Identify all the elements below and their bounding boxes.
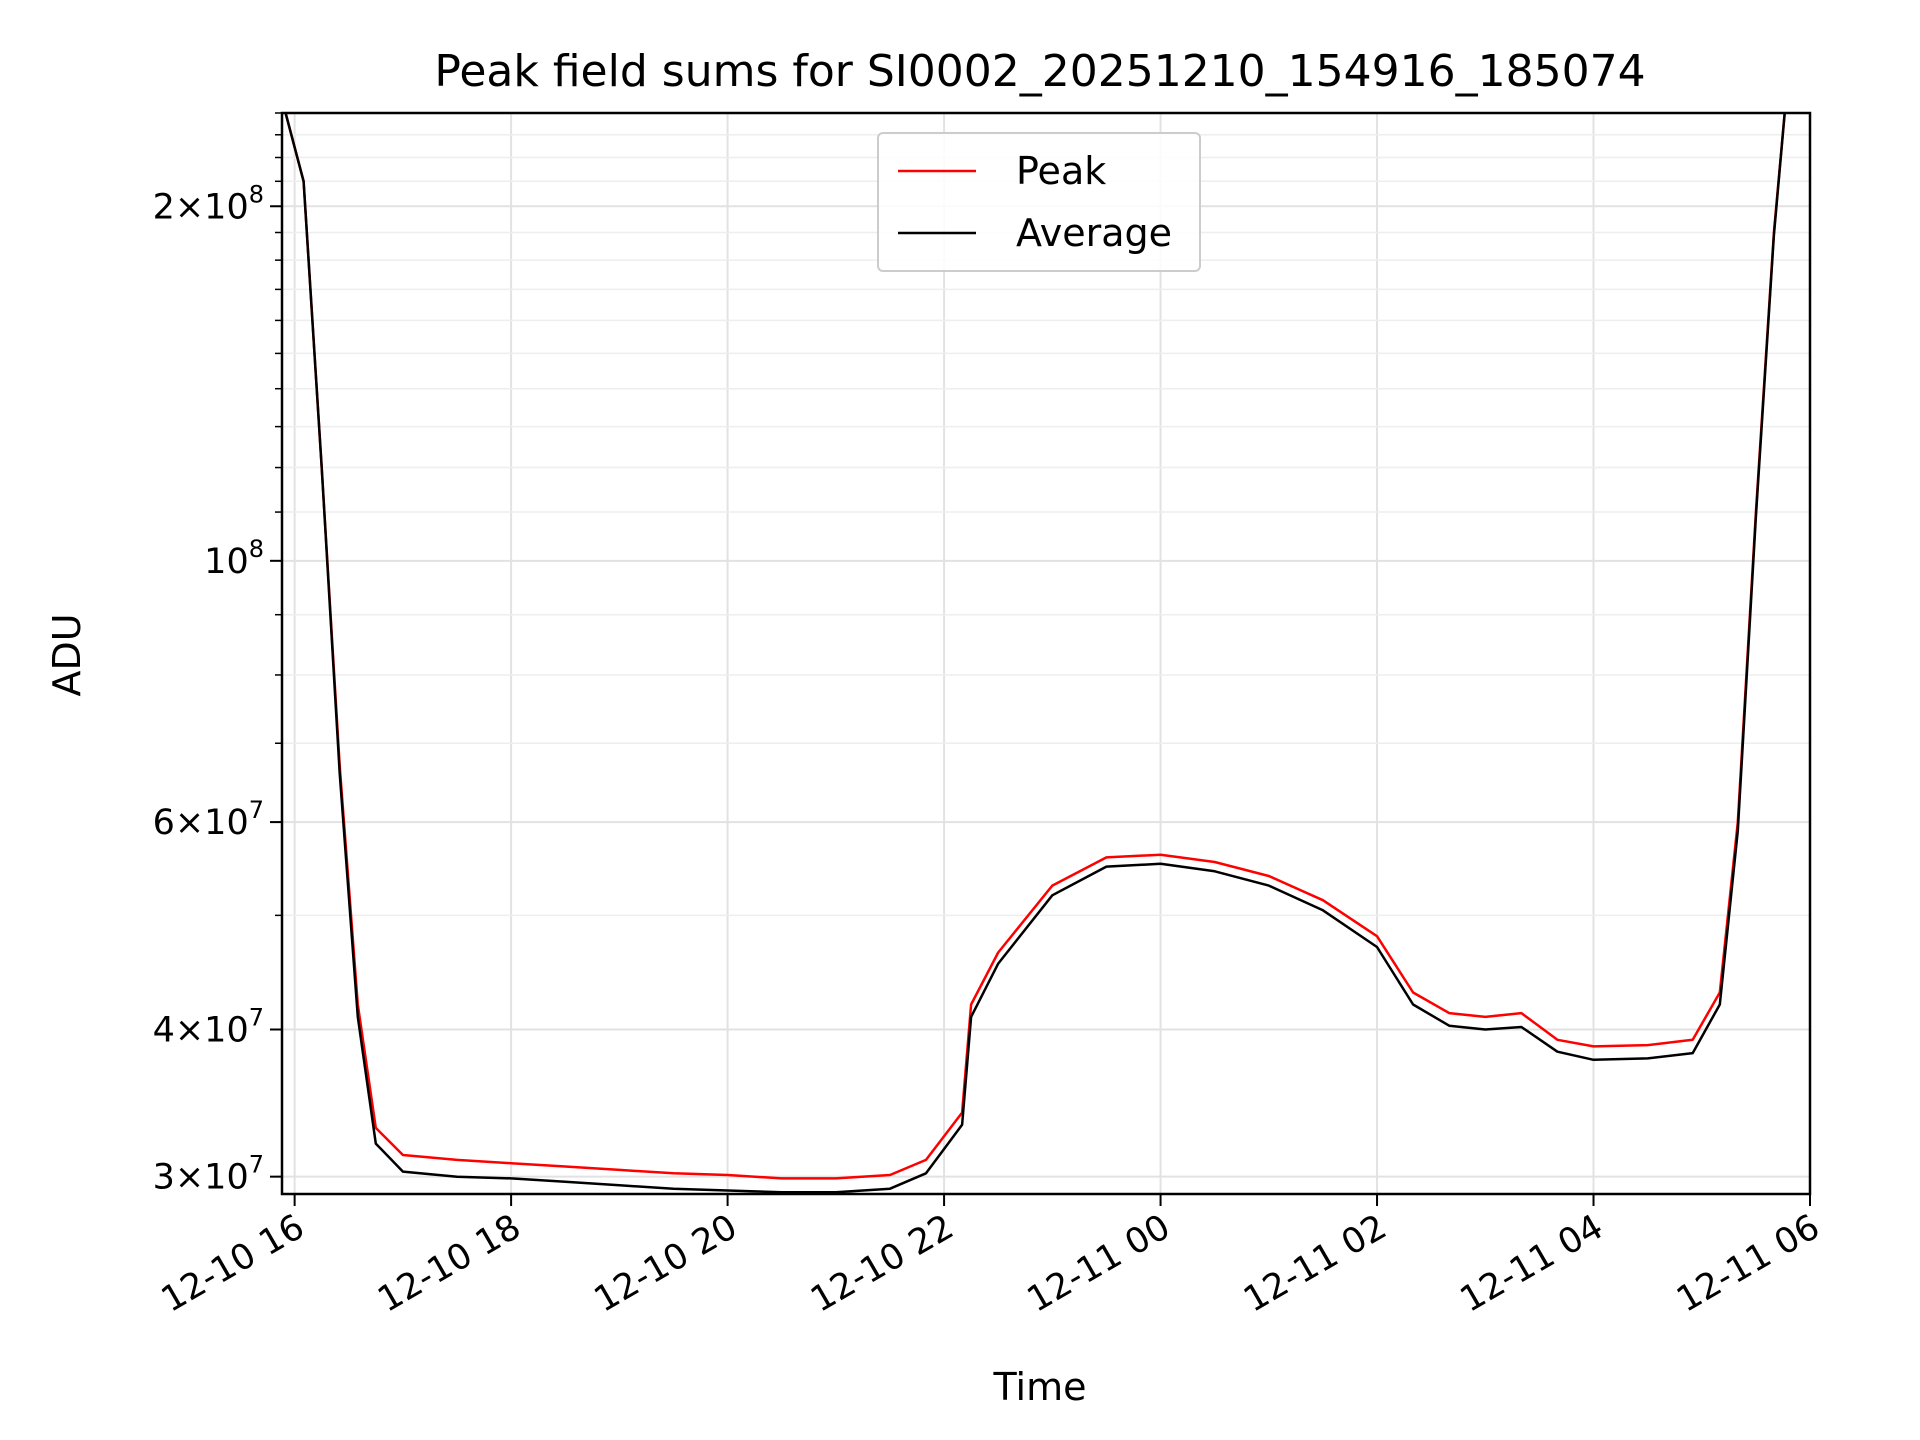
chart-title: Peak field sums for SI0002_20251210_1549… [434,46,1645,97]
y-tick-label: 4×107 [153,1004,264,1051]
x-tick-label: 12-11 02 [1237,1207,1393,1320]
series-layer [284,112,1786,1194]
x-tick-label: 12-11 00 [1021,1207,1177,1320]
y-tick-label: 2×108 [153,180,264,227]
x-axis-label: Time [993,1365,1087,1409]
y-tick-label: 3×107 [153,1151,264,1198]
x-tick-label: 12-10 16 [155,1207,311,1320]
legend-label: Peak [1016,149,1106,193]
x-tick-label: 12-10 22 [804,1207,960,1320]
y-tick-label: 108 [204,535,264,582]
series-line-peak [284,112,1786,1180]
x-tick-label: 12-11 04 [1454,1207,1610,1320]
grid [282,112,1811,1194]
y-axis: 3×107 4×107 6×107 108 2×108 [153,112,282,1198]
legend-label: Average [1016,211,1172,255]
series-line-average [284,112,1786,1194]
x-tick-label: 12-11 06 [1670,1207,1826,1320]
plot-frame [280,111,1812,1196]
x-axis: 12-10 16 12-10 18 12-10 20 12-10 22 12-11 00… [155,1194,1827,1320]
legend: Peak Average [877,132,1201,272]
x-tick-label: 12-10 20 [588,1207,744,1320]
y-axis-label: ADU [45,613,89,696]
y-tick-label: 6×107 [153,796,264,843]
x-tick-label: 12-10 18 [371,1207,527,1320]
legend-box [877,132,1201,272]
